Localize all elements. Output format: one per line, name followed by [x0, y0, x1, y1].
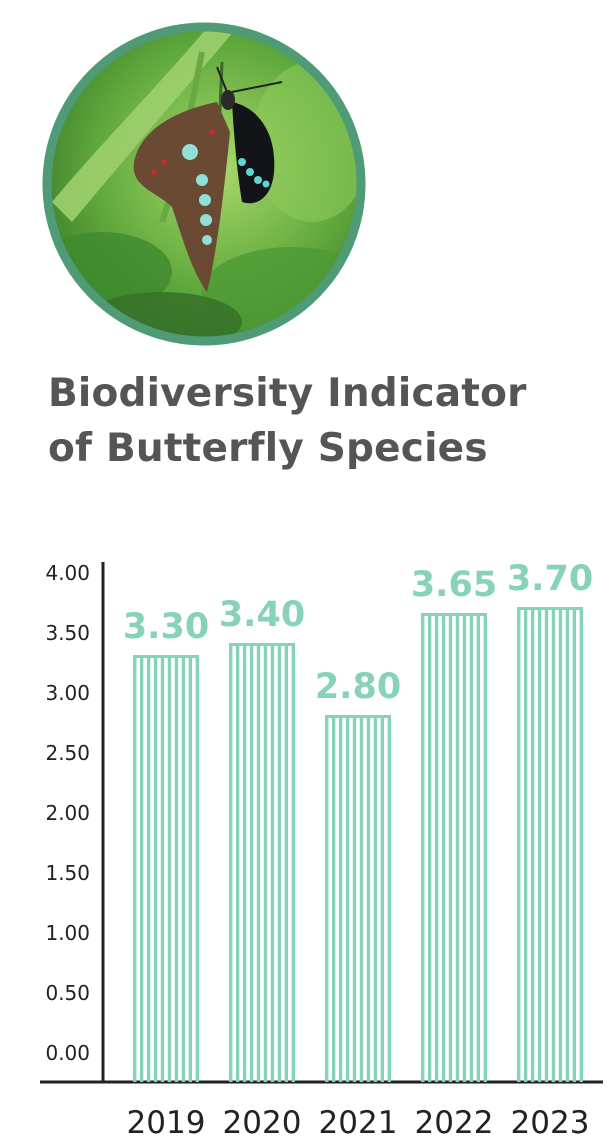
bar-stripe [537, 608, 542, 1082]
bar-stripe [476, 614, 481, 1082]
bar-stripe [565, 608, 570, 1082]
data-labels: 3.30 3.402.80 3.65 3.70 [123, 559, 593, 707]
bar-stripe [427, 614, 432, 1082]
bar-stripe [195, 656, 199, 1082]
bar-stripe [387, 716, 391, 1082]
bar-stripe [188, 656, 193, 1082]
y-tick-label: 4.00 [45, 561, 90, 585]
bar-stripe [421, 614, 425, 1082]
bar-stripe [455, 614, 460, 1082]
bar-stripe [160, 656, 165, 1082]
bar-top [325, 715, 391, 718]
bar-top [517, 607, 583, 610]
bar-stripe [270, 644, 275, 1082]
bar-2021 [325, 715, 391, 1082]
bar-top [133, 655, 199, 658]
bar-2020 [229, 643, 295, 1082]
bar-stripe [462, 614, 467, 1082]
bar-stripe [544, 608, 549, 1082]
x-tick-labels: 2019 2020 2021 2022 2023 [127, 1105, 590, 1140]
y-tick-label: 0.50 [45, 981, 90, 1005]
bar-stripe [277, 644, 282, 1082]
bar-2022 [421, 613, 487, 1082]
bar-stripe [380, 716, 385, 1082]
bar-stripe [284, 644, 289, 1082]
x-tick-label-2022: 2022 [415, 1105, 494, 1140]
bar-stripe [448, 614, 453, 1082]
chart-title: Biodiversity Indicator of Butterfly Spec… [48, 366, 527, 476]
bar-2023 [517, 607, 583, 1082]
bar-stripe [359, 716, 364, 1082]
bar-stripe [242, 644, 247, 1082]
chart-title-line-2: of Butterfly Species [48, 426, 488, 471]
bar-stripe [167, 656, 172, 1082]
chart-title-line-1: Biodiversity Indicator [48, 371, 527, 416]
bar-stripe [174, 656, 179, 1082]
bar-stripe [249, 644, 254, 1082]
bar-2019 [133, 655, 199, 1082]
bar-stripe [181, 656, 186, 1082]
bar-stripe [345, 716, 350, 1082]
bar-stripe [572, 608, 577, 1082]
bar-stripe [325, 716, 329, 1082]
bar-stripe [235, 644, 240, 1082]
data-label-2020: 3.40 [219, 595, 305, 635]
bar-stripe [373, 716, 378, 1082]
bar-stripe [483, 614, 487, 1082]
y-tick-label: 0.00 [45, 1041, 90, 1065]
bar-stripe [256, 644, 261, 1082]
y-tick-label: 1.50 [45, 861, 90, 885]
bar-stripe [146, 656, 151, 1082]
bar-stripe [153, 656, 158, 1082]
bar-stripe [441, 614, 446, 1082]
x-tick-label-2020: 2020 [223, 1105, 302, 1140]
y-tick-labels: 0.00 0.50 1.00 1.50 2.00 2.50 3.00 3.50 4.00 [45, 561, 90, 1065]
bar-stripe [133, 656, 137, 1082]
bar-stripe [291, 644, 295, 1082]
bar-stripe [517, 608, 521, 1082]
bar-top [421, 613, 487, 616]
bar-stripe [558, 608, 563, 1082]
bar-top [229, 643, 295, 646]
bar-stripe [338, 716, 343, 1082]
bar-stripe [579, 608, 583, 1082]
data-label-2021: 2.80 [315, 667, 401, 707]
bar-stripe [551, 608, 556, 1082]
bar-stripe [331, 716, 336, 1082]
y-tick-label: 3.00 [45, 681, 90, 705]
bar-stripe [352, 716, 357, 1082]
y-tick-label: 1.00 [45, 921, 90, 945]
bar-stripe [139, 656, 144, 1082]
bar-stripe [469, 614, 474, 1082]
bar-stripe [366, 716, 371, 1082]
data-label-2022: 3.65 [411, 565, 497, 605]
bar-stripe [530, 608, 535, 1082]
bar-stripe [229, 644, 233, 1082]
y-tick-label: 2.50 [45, 741, 90, 765]
y-tick-label: 3.50 [45, 621, 90, 645]
data-label-2023: 3.70 [507, 559, 593, 599]
data-label-2019: 3.30 [123, 607, 209, 647]
x-tick-label-2019: 2019 [127, 1105, 206, 1140]
x-tick-label-2023: 2023 [511, 1105, 590, 1140]
butterfly-photo [42, 22, 366, 346]
bar-stripe [523, 608, 528, 1082]
bar-stripe [263, 644, 268, 1082]
x-tick-label-2021: 2021 [319, 1105, 398, 1140]
y-tick-label: 2.00 [45, 801, 90, 825]
bar-stripe [434, 614, 439, 1082]
bars [133, 607, 583, 1082]
